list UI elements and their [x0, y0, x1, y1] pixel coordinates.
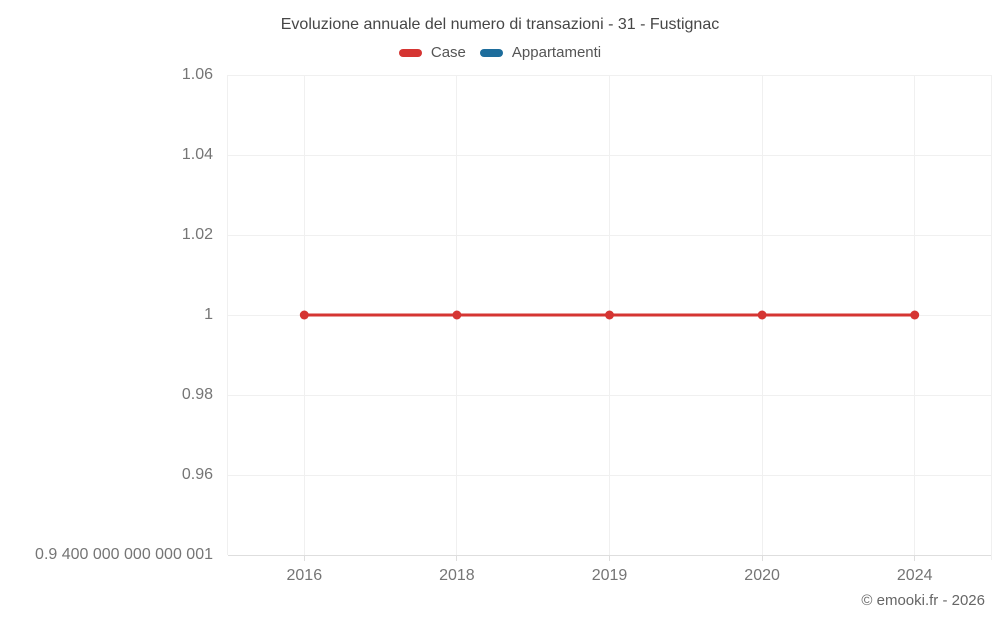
y-tick-label: 1 [204, 306, 213, 323]
x-tick-mark [456, 555, 458, 561]
legend-swatch-appartamenti-icon [479, 48, 503, 57]
x-tick-label: 2024 [896, 567, 933, 584]
legend-label-appartamenti: Appartamenti [511, 44, 602, 61]
plot-right-border [991, 75, 992, 560]
legend-label-case: Case [430, 44, 466, 61]
y-tick-label: 0.96 [181, 466, 213, 483]
y-tick-label: 0.98 [181, 386, 213, 403]
data-point-case[interactable] [299, 310, 309, 320]
chart-title: Evoluzione annuale del numero di transaz… [280, 16, 720, 33]
x-tick-label: 2016 [286, 567, 323, 584]
data-point-case[interactable] [605, 310, 614, 320]
chart-legend: Case Appartamenti [0, 44, 1000, 61]
y-tick-label: 1.02 [181, 226, 213, 243]
y-tick-label: 0.9 400 000 000 000 001 [35, 546, 213, 563]
data-point-case[interactable] [452, 310, 462, 320]
copyright-text: © emooki.fr - 2026 [861, 592, 985, 609]
y-tick-label: 1.06 [181, 66, 213, 83]
y-tick-label: 1.04 [181, 146, 213, 163]
x-tick-label: 2018 [439, 567, 475, 584]
x-tick-label: 2020 [744, 567, 780, 584]
x-tick-mark [914, 555, 916, 561]
x-tick-label: 2019 [591, 567, 628, 584]
legend-item-case[interactable]: Case [398, 44, 466, 61]
data-point-case[interactable] [757, 310, 767, 320]
legend-item-appartamenti[interactable]: Appartamenti [479, 44, 602, 61]
y-axis-border [227, 75, 228, 555]
x-tick-mark [609, 555, 610, 561]
x-tick-mark [761, 555, 763, 561]
data-point-case[interactable] [910, 310, 920, 320]
x-tick-mark [303, 555, 305, 561]
legend-swatch-case-icon [398, 48, 422, 57]
